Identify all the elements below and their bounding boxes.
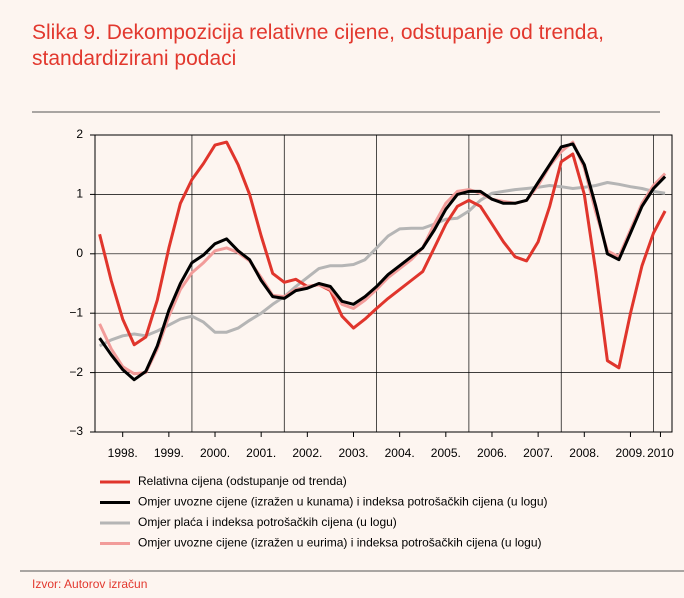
series-line (98, 140, 667, 370)
x-tick-label: 1999. (154, 446, 184, 460)
y-tick-label: −1 (69, 305, 83, 319)
chart-title: Slika 9. Dekompozicija relativne cijene,… (32, 21, 604, 70)
x-tick-label: 2007. (523, 446, 553, 460)
legend-label: Relativna cijena (odstupanje od trenda) (138, 474, 347, 488)
x-tick-label: 2006. (477, 446, 507, 460)
y-tick-label: 0 (76, 246, 83, 260)
x-tick-label: 2008. (569, 446, 599, 460)
x-tick-label: 2001. (246, 446, 276, 460)
legend-label: Omjer uvozne cijene (izražen u eurima) i… (138, 536, 542, 550)
plot-frame (94, 134, 673, 433)
y-tick-label: 1 (76, 187, 83, 201)
legend-label: Omjer plaća i indeksa potrošačkih cijena… (138, 515, 397, 529)
x-tick-label: 2009. (615, 446, 645, 460)
x-tick-label: 2004. (385, 446, 415, 460)
x-tick-label: 2010 (647, 446, 674, 460)
y-tick-label: −2 (69, 365, 83, 379)
y-tick-label: −3 (69, 424, 83, 438)
y-tick-label: 2 (76, 127, 83, 141)
x-tick-label: 2003. (338, 446, 368, 460)
legend-label: Omjer uvozne cijene (izražen u kunama) i… (138, 495, 548, 509)
x-tick-label: 1998. (108, 446, 138, 460)
series-line (98, 181, 666, 348)
source-note: Izvor: Autorov izračun (32, 577, 148, 591)
series-line (98, 142, 667, 382)
x-tick-label: 2000. (200, 446, 230, 460)
x-tick-label: 2002. (292, 446, 322, 460)
x-tick-label: 2005. (431, 446, 461, 460)
